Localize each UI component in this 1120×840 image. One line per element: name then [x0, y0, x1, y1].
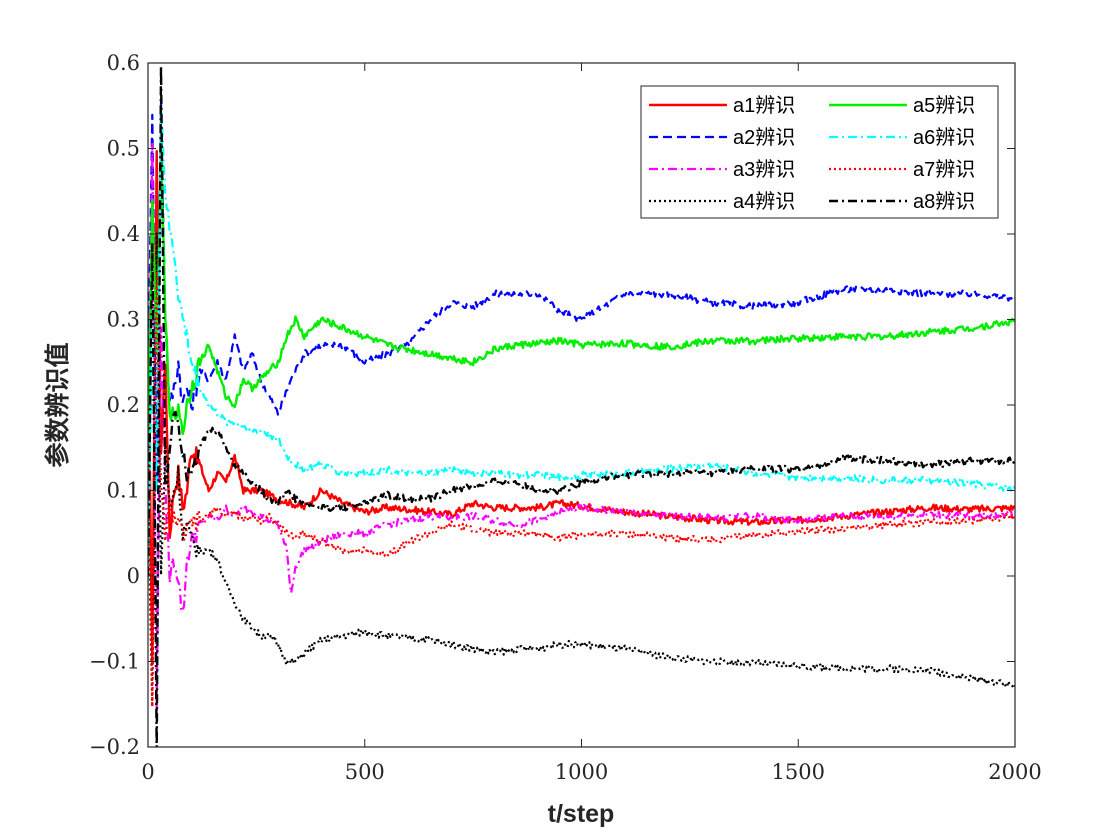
y-tick-label: 0.4: [107, 222, 140, 246]
legend-label-5: a5辨识: [913, 94, 975, 117]
legend-label-2: a2辨识: [733, 126, 795, 149]
series-line-7: [148, 270, 1015, 708]
y-tick-label: −0.1: [89, 650, 140, 674]
y-tick-label: 0.3: [107, 308, 140, 332]
y-axis-label: 参数辨识值: [43, 342, 72, 467]
y-tick-label: 0.6: [107, 51, 140, 75]
legend-label-6: a6辨识: [913, 126, 975, 149]
series-line-6: [148, 105, 1015, 585]
series-line-5: [148, 137, 1015, 484]
series-line-8: [148, 65, 1015, 747]
y-tick-label: 0.5: [107, 137, 140, 161]
legend-label-7: a7辨识: [913, 158, 975, 181]
legend-label-3: a3辨识: [733, 158, 795, 181]
x-tick-label: 2000: [988, 760, 1041, 784]
legend: a1辨识 a2辨识 a3辨识 a4辨识 a5辨识 a6辨识 a7辨识 a8辨识: [640, 85, 999, 219]
x-tick-label: 500: [345, 760, 385, 784]
x-tick-label: 0: [141, 760, 154, 784]
series-line-4: [148, 231, 1015, 708]
series-line-1: [148, 150, 1015, 665]
y-tick-label: 0.1: [107, 479, 140, 503]
legend-label-4: a4辨识: [733, 190, 795, 213]
x-axis-label: t/step: [548, 800, 615, 828]
legend-label-8: a8辨识: [913, 190, 975, 213]
series-line-3: [148, 142, 1015, 713]
y-tick-label: 0.2: [107, 393, 140, 417]
legend-label-1: a1辨识: [733, 94, 795, 117]
x-tick-label: 1500: [772, 760, 825, 784]
series-line-2: [148, 101, 1015, 487]
ticks-layer: 0 500 1000 1500 2000 −0.2 −0.1 0 0.1 0.2 0.3 0.4 0.5…: [89, 51, 1042, 784]
x-tick-label: 1000: [555, 760, 608, 784]
y-tick-label: −0.2: [89, 735, 140, 759]
legend-box: [640, 85, 999, 219]
y-tick-label: 0: [127, 564, 140, 588]
series-layer: [148, 65, 1015, 747]
